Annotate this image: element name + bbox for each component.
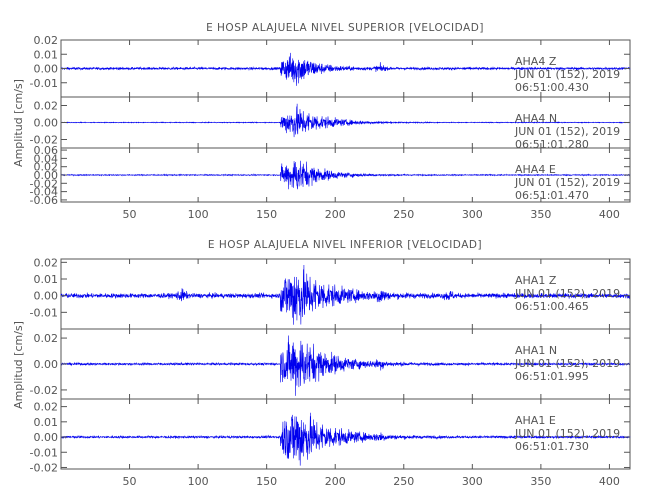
time-label: 06:51:01.470 bbox=[515, 189, 589, 202]
y-tick-label: 0.01 bbox=[34, 416, 59, 429]
waveform-line bbox=[60, 265, 631, 325]
y-axis-label: Amplitud [cm/s] bbox=[12, 79, 25, 167]
x-tick-label: 350 bbox=[530, 475, 551, 488]
x-tick-label: 100 bbox=[188, 208, 209, 221]
y-tick-label: 0.02 bbox=[34, 332, 59, 345]
y-tick-label: 0.00 bbox=[34, 431, 59, 444]
waveform-line bbox=[60, 160, 631, 190]
date-label: JUN 01 (152), 2019 bbox=[514, 125, 620, 138]
station-label: AHA4 Z bbox=[515, 55, 557, 68]
y-tick-label: 0.02 bbox=[34, 256, 59, 269]
x-tick-label: 150 bbox=[256, 475, 277, 488]
station-label: AHA1 N bbox=[515, 344, 557, 357]
y-tick-label: 0.02 bbox=[34, 401, 59, 414]
station-label: AHA1 E bbox=[515, 414, 556, 427]
station-label: AHA4 N bbox=[515, 112, 557, 125]
y-tick-label: 0.06 bbox=[34, 144, 59, 157]
waveform-line bbox=[60, 52, 631, 86]
panel-superior: E HOSP ALAJUELA NIVEL SUPERIOR [VELOCIDA… bbox=[12, 22, 484, 167]
y-tick-label: -0.02 bbox=[30, 134, 58, 147]
y-tick-label: 0.00 bbox=[34, 117, 59, 130]
y-tick-label: 0.01 bbox=[34, 48, 59, 61]
x-tick-label: 400 bbox=[599, 475, 620, 488]
time-label: 06:51:00.430 bbox=[515, 81, 589, 94]
time-label: 06:51:01.280 bbox=[515, 138, 589, 151]
x-tick-label: 300 bbox=[462, 475, 483, 488]
x-tick-label: 50 bbox=[123, 208, 137, 221]
y-tick-label: 0.01 bbox=[34, 273, 59, 286]
time-label: 06:51:01.730 bbox=[515, 440, 589, 453]
y-tick-label: 0.04 bbox=[34, 152, 59, 165]
x-tick-label: 300 bbox=[462, 208, 483, 221]
strip-frame bbox=[60, 398, 631, 470]
date-label: JUN 01 (152), 2019 bbox=[514, 287, 620, 300]
y-tick-label: 0.00 bbox=[34, 358, 59, 371]
y-tick-label: 0.02 bbox=[34, 34, 59, 47]
y-tick-label: 0.00 bbox=[34, 169, 59, 182]
trace-strip: 0.060.040.020.00-0.02-0.04-0.06 AHA4 EJUN… bbox=[30, 144, 631, 207]
y-tick-label: -0.01 bbox=[30, 77, 58, 90]
y-tick-label: 0.02 bbox=[34, 161, 59, 174]
y-tick-label: 0.00 bbox=[34, 63, 59, 76]
waveform-line bbox=[60, 412, 631, 466]
waveform-line bbox=[60, 103, 631, 138]
station-label: AHA4 E bbox=[515, 163, 556, 176]
y-tick-label: -0.02 bbox=[30, 461, 58, 474]
x-tick-label: 100 bbox=[188, 475, 209, 488]
x-tick-label: 150 bbox=[256, 208, 277, 221]
panel-title: E HOSP ALAJUELA NIVEL SUPERIOR [VELOCIDA… bbox=[206, 22, 484, 34]
waveform-line bbox=[60, 335, 631, 396]
time-label: 06:51:01.995 bbox=[515, 370, 589, 383]
date-label: JUN 01 (152), 2019 bbox=[514, 427, 620, 440]
y-tick-label: -0.04 bbox=[30, 186, 58, 199]
date-label: JUN 01 (152), 2019 bbox=[514, 68, 620, 81]
x-tick-label: 200 bbox=[325, 475, 346, 488]
x-tick-label: 350 bbox=[530, 208, 551, 221]
time-label: 06:51:00.465 bbox=[515, 300, 589, 313]
y-tick-label: 0.00 bbox=[34, 290, 59, 303]
x-tick-label: 250 bbox=[393, 208, 414, 221]
y-tick-label: -0.02 bbox=[30, 384, 58, 397]
x-tick-label: 200 bbox=[325, 208, 346, 221]
x-tick-label: 400 bbox=[599, 208, 620, 221]
panel-inferior: E HOSP ALAJUELA NIVEL INFERIOR [VELOCIDA… bbox=[12, 239, 482, 409]
panel-title: E HOSP ALAJUELA NIVEL INFERIOR [VELOCIDA… bbox=[208, 239, 482, 251]
x-tick-label: 250 bbox=[393, 475, 414, 488]
y-tick-label: 0.02 bbox=[34, 100, 59, 113]
y-tick-label: -0.06 bbox=[30, 194, 58, 207]
x-tick-label: 50 bbox=[123, 475, 137, 488]
station-label: AHA1 Z bbox=[515, 274, 557, 287]
y-tick-label: -0.02 bbox=[30, 177, 58, 190]
y-tick-label: -0.01 bbox=[30, 446, 58, 459]
y-tick-label: -0.01 bbox=[30, 306, 58, 319]
date-label: JUN 01 (152), 2019 bbox=[514, 176, 620, 189]
y-axis-label: Amplitud [cm/s] bbox=[12, 321, 25, 409]
date-label: JUN 01 (152), 2019 bbox=[514, 357, 620, 370]
